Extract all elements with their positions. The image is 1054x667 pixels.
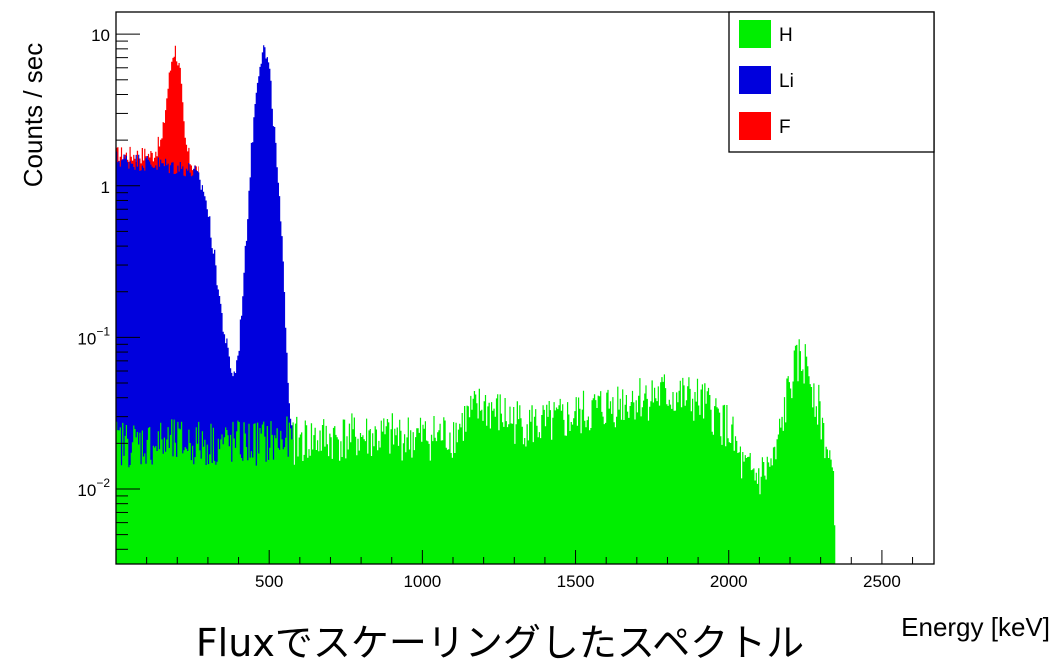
legend-label-h: H	[779, 25, 793, 46]
legend-swatch-h	[739, 20, 771, 48]
series-h-histogram	[116, 339, 934, 564]
legend-label-li: Li	[779, 71, 794, 92]
chart-caption: Fluxでスケーリングしたスペクトル	[195, 621, 805, 665]
y-tick-label: 10	[91, 26, 110, 45]
x-tick-label: 500	[255, 572, 283, 591]
legend: H Li F	[728, 11, 935, 153]
x-tick-label: 1000	[403, 572, 441, 591]
x-axis-title: Energy [keV]	[901, 612, 1050, 642]
legend-swatch-li	[739, 66, 771, 94]
legend-swatch-f	[739, 112, 771, 140]
y-tick-label: 10−2	[77, 476, 110, 500]
y-axis-title: Counts / sec	[18, 43, 48, 188]
axes: 500 1000 1500 2000 2500 10−2 10−1 1 10	[77, 11, 935, 591]
x-tick-label: 1500	[557, 572, 595, 591]
legend-label-f: F	[779, 117, 791, 138]
y-tick-label: 10−1	[77, 324, 110, 348]
x-tick-label: 2000	[710, 572, 748, 591]
plot-frame	[115, 11, 935, 565]
y-tick-label: 1	[101, 178, 110, 197]
x-tick-label: 2500	[863, 572, 901, 591]
